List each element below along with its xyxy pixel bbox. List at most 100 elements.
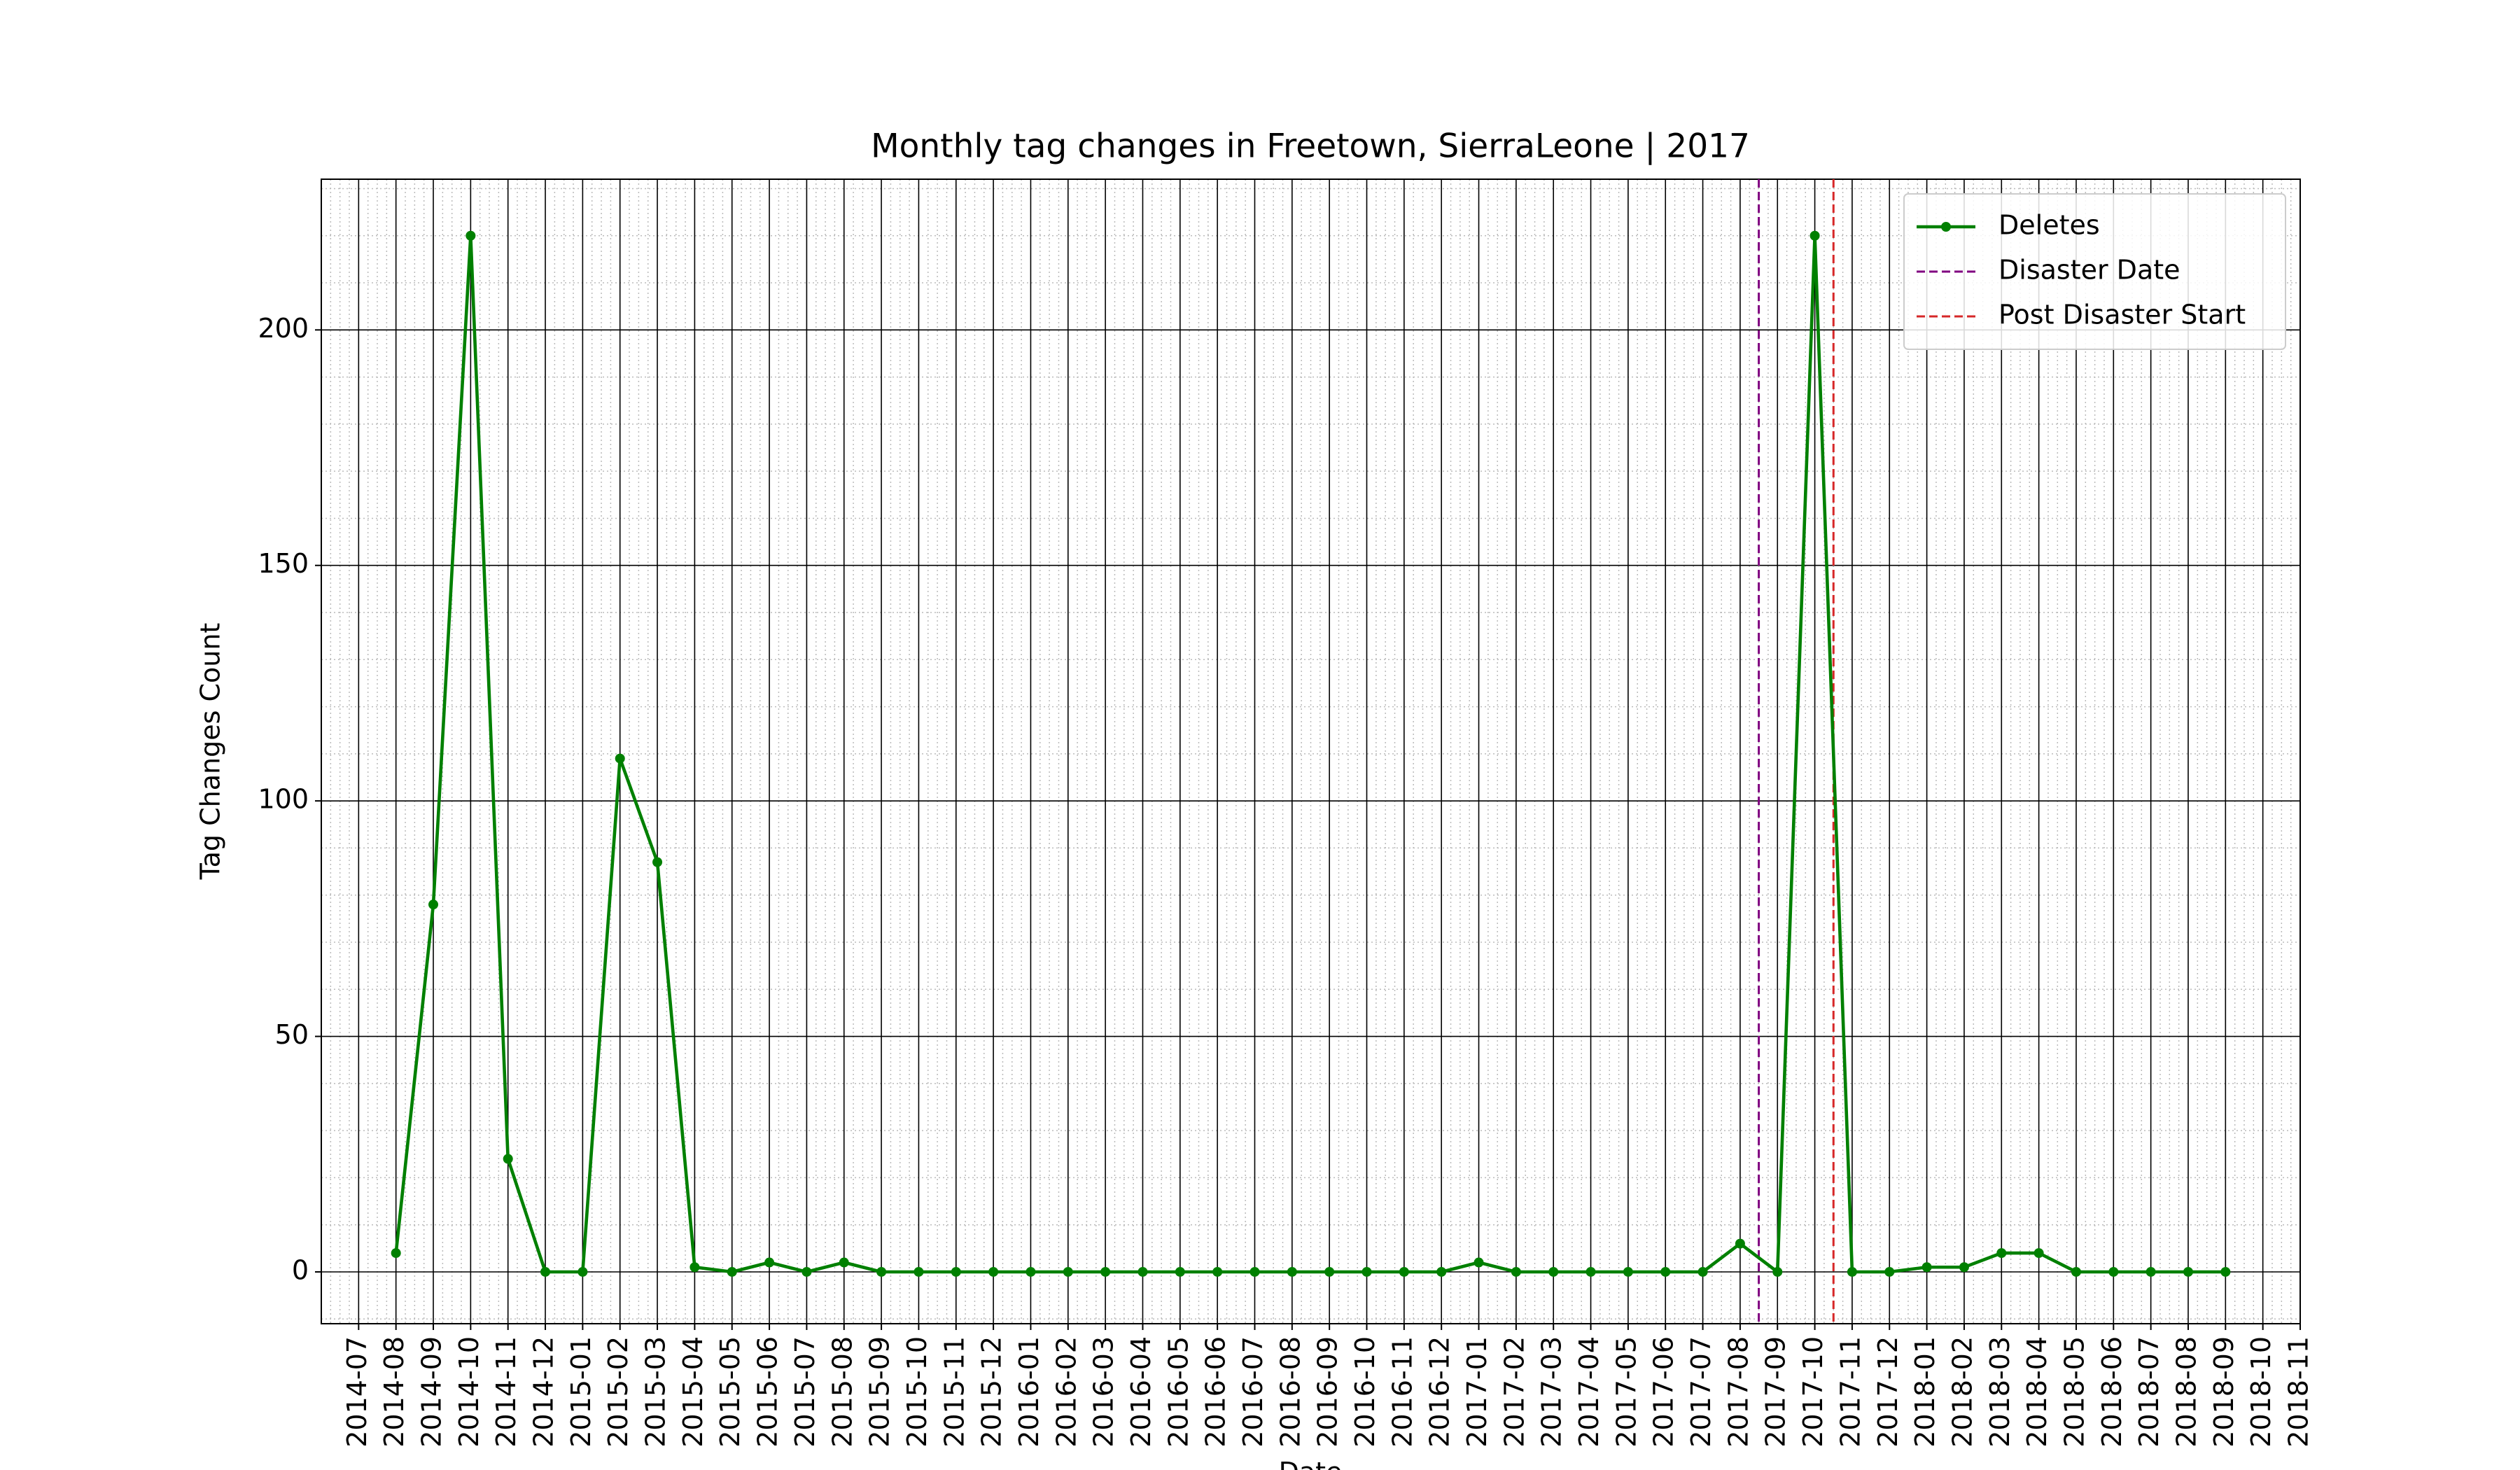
x-tick-label: 2018-01	[1910, 1336, 1940, 1448]
x-tick-label: 2017-11	[1835, 1336, 1865, 1448]
point	[1623, 1266, 1633, 1277]
point	[428, 899, 439, 910]
x-tick-label: 2016-04	[1126, 1336, 1156, 1448]
point	[1698, 1266, 1708, 1277]
point	[2220, 1266, 2231, 1277]
legend-box	[1903, 193, 2286, 350]
x-tick-label: 2014-08	[379, 1336, 410, 1448]
point	[1100, 1266, 1111, 1277]
point	[1959, 1262, 1969, 1273]
x-tick-label: 2016-08	[1275, 1336, 1306, 1448]
point	[2183, 1266, 2193, 1277]
x-tick-label: 2014-10	[454, 1336, 484, 1448]
point	[465, 230, 476, 241]
x-tick-label: 2017-05	[1611, 1336, 1642, 1448]
x-axis-label: Date	[1279, 1457, 1343, 1470]
x-tick-label: 2016-03	[1088, 1336, 1119, 1448]
x-tick-label: 2016-05	[1163, 1336, 1194, 1448]
point	[1921, 1262, 1932, 1273]
x-tick-label: 2018-02	[1947, 1336, 1977, 1448]
line	[394, 234, 2226, 1274]
point	[1772, 1266, 1783, 1277]
y-tick-label: 0	[292, 1254, 309, 1285]
x-tick-label: 2017-02	[1499, 1336, 1530, 1448]
point	[1586, 1266, 1596, 1277]
x-tick-label: 2016-10	[1350, 1336, 1380, 1448]
point	[578, 1266, 588, 1277]
x-tick-label: 2017-08	[1723, 1336, 1754, 1448]
x-tick-label: 2015-08	[827, 1336, 858, 1448]
x-tick-label: 2017-12	[1872, 1336, 1903, 1448]
point	[1138, 1266, 1148, 1277]
x-tick-label: 2015-03	[640, 1336, 671, 1448]
point	[1287, 1266, 1297, 1277]
x-tick-label: 2015-05	[715, 1336, 746, 1448]
x-tick-label: 2017-07	[1686, 1336, 1716, 1448]
y-tick-label: 100	[258, 784, 309, 815]
x-tick-label: 2015-01	[566, 1336, 596, 1448]
point	[1212, 1266, 1223, 1277]
point	[1511, 1266, 1521, 1277]
point	[1362, 1266, 1372, 1277]
legend-label: Disaster Date	[1998, 255, 2180, 286]
legend-label: Deletes	[1998, 210, 2100, 241]
x-tick-label: 2015-04	[678, 1336, 708, 1448]
x-tick-label: 2018-04	[2022, 1336, 2052, 1448]
point	[913, 1266, 924, 1277]
point	[839, 1257, 849, 1268]
x-tick-label: 2014-09	[416, 1336, 447, 1448]
x-tick-label: 2017-06	[1648, 1336, 1679, 1448]
point	[1735, 1238, 1745, 1249]
point	[652, 857, 663, 867]
point	[1436, 1266, 1447, 1277]
point	[2071, 1266, 2081, 1277]
point	[727, 1266, 737, 1277]
legend-label: Post Disaster Start	[1998, 300, 2246, 330]
point	[1063, 1266, 1073, 1277]
point	[2146, 1266, 2156, 1277]
x-tick-label: 2018-05	[2059, 1336, 2090, 1448]
x-tick-label: 2015-07	[790, 1336, 820, 1448]
y-axis-label: Tag Changes Count	[195, 623, 226, 881]
point	[1548, 1266, 1559, 1277]
point	[1474, 1257, 1484, 1268]
x-tick-label: 2016-11	[1387, 1336, 1418, 1448]
point	[2033, 1248, 2044, 1259]
x-tick-label: 2017-03	[1536, 1336, 1567, 1448]
x-tick-label: 2018-06	[2096, 1336, 2127, 1448]
point	[1026, 1266, 1036, 1277]
x-tick-label: 2016-01	[1014, 1336, 1044, 1448]
point	[1175, 1266, 1185, 1277]
x-tick-label: 2015-10	[902, 1336, 932, 1448]
point	[1884, 1266, 1895, 1277]
x-tick-label: 2015-09	[864, 1336, 895, 1448]
point	[876, 1266, 887, 1277]
point	[1399, 1266, 1409, 1277]
point	[1847, 1266, 1857, 1277]
point	[1324, 1266, 1335, 1277]
x-tick-label: 2017-10	[1798, 1336, 1828, 1448]
x-tick-label: 2016-02	[1051, 1336, 1082, 1448]
y-tick-label: 200	[258, 313, 309, 344]
x-tick-label: 2014-07	[342, 1336, 372, 1448]
point	[540, 1266, 551, 1277]
point	[988, 1266, 999, 1277]
x-tick-label: 2017-04	[1574, 1336, 1604, 1448]
point	[391, 1248, 401, 1259]
x-tick-label: 2015-12	[976, 1336, 1007, 1448]
point	[503, 1154, 513, 1164]
point	[802, 1266, 812, 1277]
point	[1809, 230, 1820, 241]
x-tick-label: 2018-08	[2171, 1336, 2202, 1448]
x-tick-label: 2016-09	[1312, 1336, 1343, 1448]
x-tick-label: 2015-06	[752, 1336, 783, 1448]
point	[764, 1257, 775, 1268]
point	[690, 1262, 700, 1273]
point	[1996, 1248, 2007, 1259]
point	[615, 753, 625, 764]
x-tick-label: 2016-06	[1200, 1336, 1231, 1448]
point	[1660, 1266, 1671, 1277]
x-tick-label: 2018-10	[2246, 1336, 2276, 1448]
